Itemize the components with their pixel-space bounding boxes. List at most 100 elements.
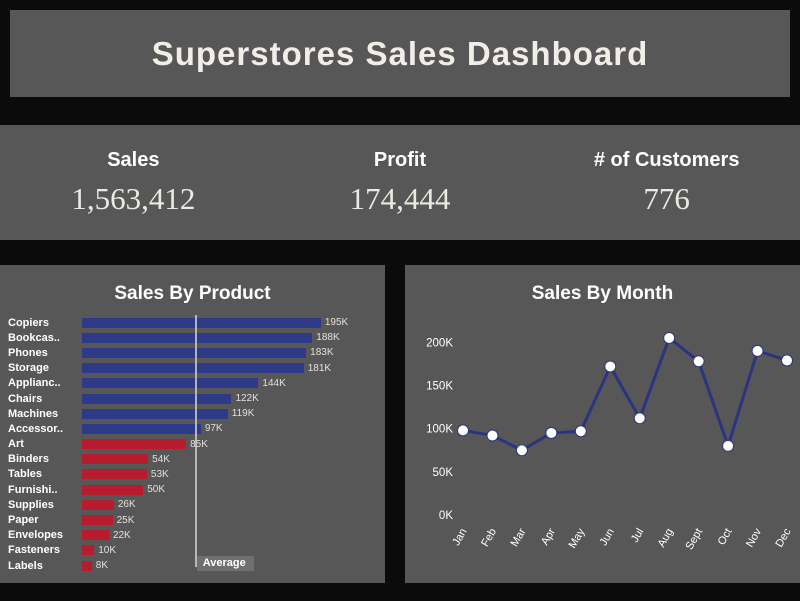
bar-category-label: Accessor.. [8, 422, 64, 435]
bar-row[interactable]: Labels 8K [8, 558, 381, 573]
bar-row[interactable]: Fasteners 10K [8, 543, 381, 558]
kpi-customers-label: # of Customers [593, 148, 740, 171]
dashboard-header: Superstores Sales Dashboard [10, 10, 790, 97]
x-axis-month-label: Mar [509, 526, 529, 549]
data-point-marker[interactable] [574, 425, 587, 438]
sales-by-product-panel: Sales By Product Copiers 195K Bookcas.. 188… [0, 265, 385, 583]
bar-segment[interactable] [82, 439, 187, 450]
bar-row[interactable]: Binders 54K [8, 452, 381, 467]
x-axis-month-label: Jan [450, 527, 469, 548]
kpi-profit: Profit 174,444 [267, 125, 534, 240]
bar-segment[interactable] [82, 393, 232, 404]
bar-value-label: 119K [231, 408, 255, 420]
bar-category-label: Machines [8, 407, 59, 420]
bar-segment[interactable] [82, 515, 113, 526]
bar-segment[interactable] [82, 423, 201, 434]
average-reference-label: Average [196, 556, 254, 571]
bar-segment[interactable] [82, 530, 109, 541]
bar-segment[interactable] [82, 408, 228, 419]
bar-segment[interactable] [82, 560, 92, 571]
bar-chart: Copiers 195K Bookcas.. 188K Phones 183K Storag… [8, 315, 381, 573]
data-point-marker[interactable] [545, 426, 558, 439]
bar-category-label: Bookcas.. [8, 331, 60, 344]
sales-by-month-panel: Sales By Month 0K 50K 100K 150K 200K Jan Feb Ma… [405, 265, 800, 583]
bar-value-label: 188K [316, 332, 340, 344]
bar-category-label: Envelopes [8, 529, 64, 542]
bar-row[interactable]: Phones 183K [8, 345, 381, 360]
bar-category-label: Copiers [8, 316, 49, 329]
bar-row[interactable]: Bookcas.. 188K [8, 330, 381, 345]
bar-category-label: Fasteners [8, 544, 60, 557]
x-axis-month-label: Aug [656, 527, 676, 550]
bar-segment[interactable] [82, 454, 149, 465]
bar-category-label: Applianc.. [8, 377, 61, 390]
x-axis-month-label: Sept [684, 527, 706, 553]
data-point-marker[interactable] [751, 344, 764, 357]
data-point-marker[interactable] [722, 439, 735, 452]
data-point-marker[interactable] [692, 355, 705, 368]
bar-value-label: 8K [95, 560, 109, 572]
bar-value-label: 22K [112, 529, 131, 541]
bar-row[interactable]: Tables 53K [8, 467, 381, 482]
bar-segment[interactable] [82, 317, 321, 328]
kpi-profit-label: Profit [373, 148, 427, 171]
data-point-marker[interactable] [781, 354, 793, 367]
bar-category-label: Furnishi.. [8, 483, 58, 496]
bar-segment[interactable] [82, 484, 144, 495]
line-chart: 0K 50K 100K 150K 200K Jan Feb Mar Apr May Jun Jul Au… [405, 307, 800, 583]
data-point-marker[interactable] [663, 331, 676, 344]
bar-category-label: Chairs [8, 392, 43, 405]
bar-value-label: 85K [190, 438, 208, 450]
bar-row[interactable]: Supplies 26K [8, 497, 381, 512]
data-point-marker[interactable] [633, 412, 646, 425]
bar-category-label: Storage [8, 362, 49, 375]
y-axis-tick-label: 50K [433, 467, 454, 479]
x-axis-month-label: May [567, 526, 588, 550]
bar-segment[interactable] [82, 332, 313, 343]
average-reference-line [194, 315, 197, 567]
bar-row[interactable]: Chairs 122K [8, 391, 381, 406]
bar-row[interactable]: Paper 25K [8, 512, 381, 527]
bar-row[interactable]: Copiers 195K [8, 315, 381, 330]
data-point-marker[interactable] [515, 444, 528, 457]
kpi-customers: # of Customers 776 [533, 125, 800, 240]
bar-value-label: 183K [310, 347, 334, 359]
bar-value-label: 10K [98, 544, 117, 556]
kpi-band: Sales 1,563,412 Profit 174,444 # of Cust… [0, 125, 800, 240]
bar-value-label: 181K [307, 362, 332, 374]
bar-category-label: Art [8, 438, 24, 451]
x-axis-month-label: Jul [629, 527, 646, 545]
x-axis-month-label: Dec [773, 526, 793, 549]
bar-category-label: Phones [8, 346, 48, 359]
y-axis-tick-label: 100K [426, 424, 453, 436]
bar-category-label: Binders [8, 453, 49, 466]
bar-segment[interactable] [82, 499, 114, 510]
data-point-marker[interactable] [604, 360, 617, 373]
data-point-marker[interactable] [486, 429, 499, 442]
bar-row[interactable]: Envelopes 22K [8, 528, 381, 543]
bar-row[interactable]: Furnishi.. 50K [8, 482, 381, 497]
x-axis-month-label: Nov [744, 526, 764, 549]
bar-value-label: 195K [324, 317, 349, 329]
bar-row[interactable]: Storage 181K [8, 361, 381, 376]
kpi-customers-value: 776 [643, 180, 690, 216]
bar-segment[interactable] [82, 347, 307, 358]
bar-row[interactable]: Accessor.. 97K [8, 421, 381, 436]
bar-category-label: Paper [8, 514, 39, 527]
bar-segment[interactable] [82, 363, 304, 374]
bar-segment[interactable] [82, 378, 259, 389]
bar-row[interactable]: Machines 119K [8, 406, 381, 421]
kpi-sales-label: Sales [107, 148, 160, 171]
kpi-sales-value: 1,563,412 [71, 180, 196, 216]
x-axis-month-label: Jun [598, 527, 617, 548]
kpi-profit-value: 174,444 [349, 180, 451, 216]
data-point-marker[interactable] [457, 424, 469, 437]
bar-row[interactable]: Art 85K [8, 437, 381, 452]
bar-segment[interactable] [82, 469, 147, 480]
y-axis-tick-label: 200K [426, 337, 453, 349]
bar-segment[interactable] [82, 545, 95, 556]
sales-by-month-title: Sales By Month [531, 283, 674, 304]
bar-value-label: 26K [117, 499, 136, 511]
kpi-sales: Sales 1,563,412 [0, 125, 267, 240]
bar-row[interactable]: Applianc.. 144K [8, 376, 381, 391]
